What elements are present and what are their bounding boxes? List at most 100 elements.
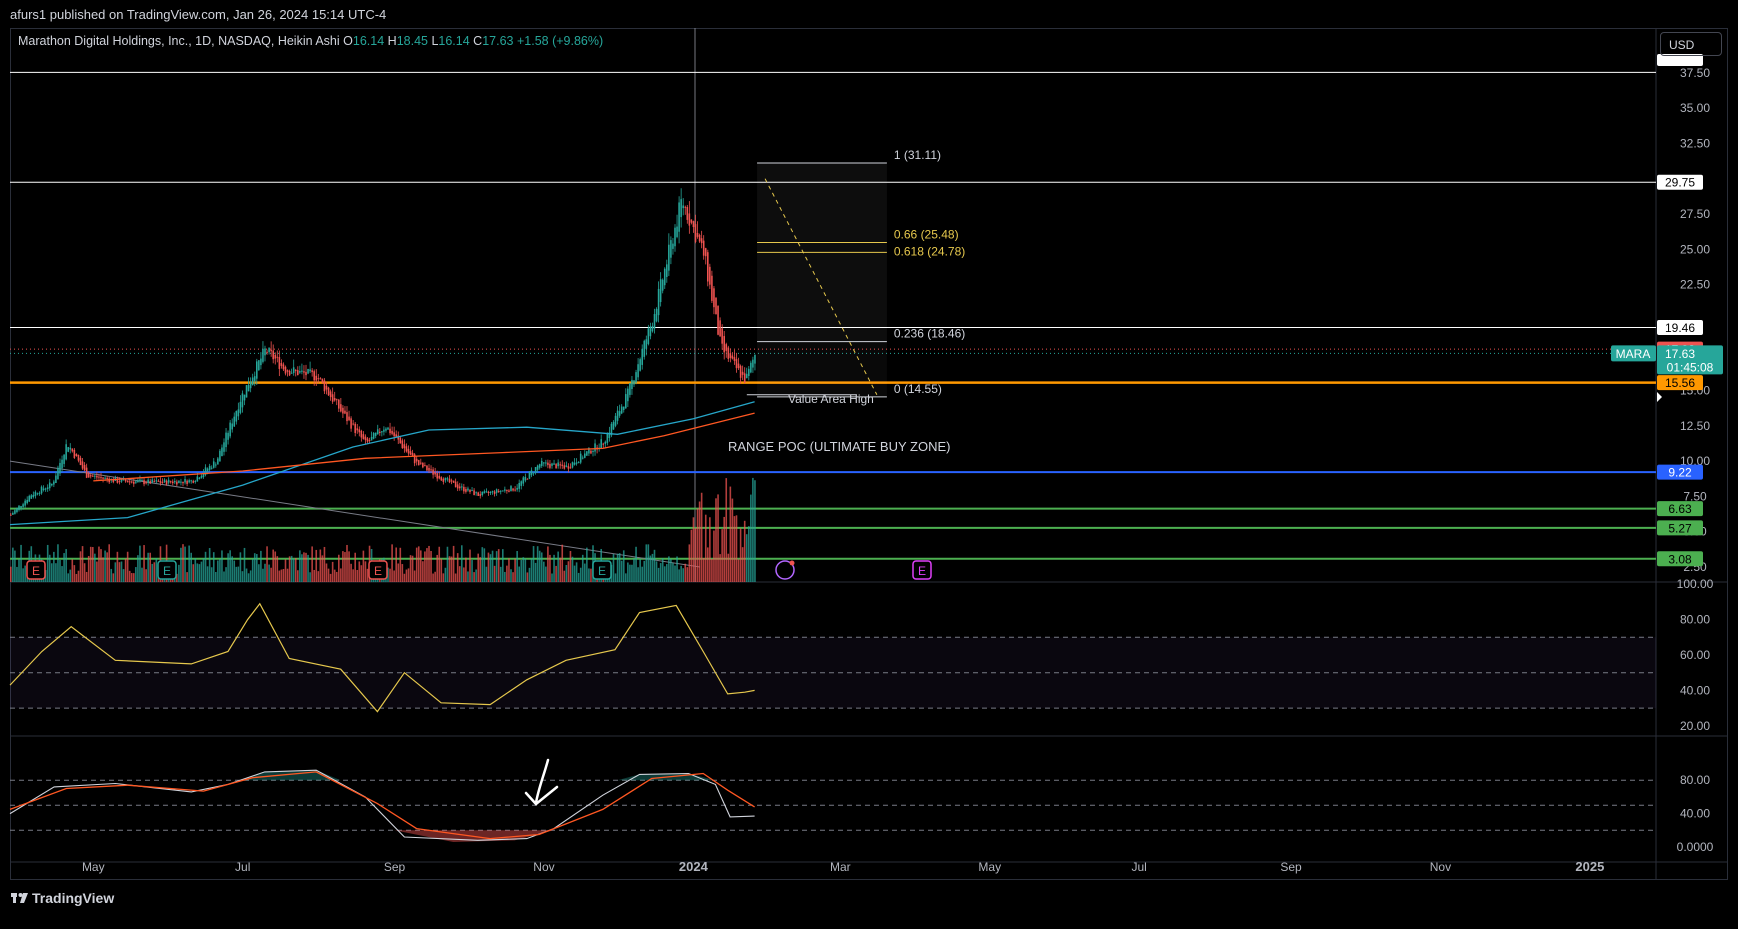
price-label-text: 9.22 <box>1668 466 1692 480</box>
chart-frame <box>10 28 1728 880</box>
volume-bar <box>584 563 586 582</box>
candle-body <box>167 479 170 483</box>
candle-body <box>387 427 389 430</box>
candle-body <box>739 365 742 378</box>
volume-bar <box>532 546 535 582</box>
earnings-marker <box>912 560 932 580</box>
volume-bar <box>668 556 670 582</box>
candle-body <box>321 378 324 383</box>
volume-bar <box>106 552 108 582</box>
candle-body <box>581 457 584 459</box>
candle-body <box>186 480 188 484</box>
volume-bar <box>178 564 180 582</box>
candle-body <box>563 465 566 469</box>
candle-body <box>536 465 539 470</box>
candle-body <box>510 486 512 492</box>
candle-body <box>526 478 529 480</box>
volume-bar <box>135 567 137 582</box>
candle-body <box>14 510 16 514</box>
volume-bar <box>659 563 662 582</box>
candle-body <box>633 380 635 385</box>
volume-bar <box>415 547 418 582</box>
candle-body <box>506 490 508 492</box>
legend-l-label: L <box>431 34 439 48</box>
volume-bar <box>297 570 299 582</box>
volume-bar <box>424 551 426 582</box>
footer-brand[interactable]: TradingView <box>32 890 115 906</box>
candle-body <box>524 476 527 481</box>
earnings-marker <box>592 560 612 580</box>
candle-body <box>63 454 65 464</box>
candle-body <box>696 232 699 237</box>
rsi-line <box>9 602 755 713</box>
volume-bar <box>282 569 285 582</box>
volume-bar <box>155 558 158 582</box>
volume-bar <box>276 556 279 582</box>
candle-body <box>520 481 523 486</box>
volume-bar <box>268 564 270 582</box>
candle-body <box>471 490 473 492</box>
volume-bar <box>411 555 414 582</box>
volume-bar <box>348 551 350 582</box>
symbol-label-box <box>1611 345 1656 362</box>
price-label-box <box>1657 174 1703 190</box>
fib-level-label: 0.618 (24.78) <box>894 244 965 258</box>
candle-body <box>311 370 313 373</box>
volume-bar <box>702 557 705 582</box>
candle-body <box>251 377 254 385</box>
legend-o-label: O <box>343 34 353 48</box>
volume-bar <box>704 514 707 582</box>
candle-body <box>573 462 576 465</box>
candle-body <box>112 479 115 483</box>
volume-bar <box>323 546 326 582</box>
candle-body <box>661 279 664 291</box>
tradingview-logo-icon[interactable] <box>10 880 30 929</box>
volume-bar <box>526 572 529 582</box>
candle-body <box>79 457 82 466</box>
candle-body <box>381 431 383 433</box>
candle-body <box>711 275 713 301</box>
candle-body <box>48 482 51 489</box>
candle-body <box>450 480 453 482</box>
volume-bar <box>573 565 576 582</box>
legend-change: +1.58 (+9.86%) <box>516 34 604 48</box>
candle-body <box>253 376 256 382</box>
candle-body <box>184 479 186 483</box>
candle-body <box>155 480 158 482</box>
candle-body <box>24 500 26 506</box>
candle-body <box>752 359 754 368</box>
volume-bar <box>405 569 408 582</box>
rsi-tick-label: 100.00 <box>1677 577 1714 591</box>
candle-body <box>210 467 213 469</box>
candle-body <box>85 467 88 478</box>
candle-body <box>34 491 37 496</box>
candle-body <box>159 481 162 483</box>
volume-bar <box>253 553 256 582</box>
publisher-bar: afurs1 published on TradingView.com, Jan… <box>0 0 1738 28</box>
candle-body <box>502 490 504 492</box>
candle-body <box>647 328 650 345</box>
candle-body <box>672 243 674 249</box>
candle-body <box>165 480 168 485</box>
candle-body <box>18 505 20 510</box>
candle-body <box>331 394 334 402</box>
volume-bar <box>249 570 252 582</box>
volume-bar <box>71 559 74 582</box>
volume-bar <box>588 568 590 582</box>
candle-body <box>733 357 736 361</box>
currency-button[interactable]: USD <box>1660 32 1722 56</box>
candle-body <box>135 481 137 483</box>
candle-body <box>682 205 684 209</box>
candle-body <box>208 465 211 470</box>
volume-bar <box>362 550 365 582</box>
candle-body <box>602 443 605 445</box>
candle-body <box>335 399 338 401</box>
candle-body <box>491 491 494 493</box>
volume-bar <box>651 553 654 582</box>
volume-bar <box>709 517 711 582</box>
volume-bar <box>590 568 592 582</box>
volume-bar <box>575 562 578 582</box>
candle-body <box>436 473 438 479</box>
candle-body <box>657 288 660 316</box>
